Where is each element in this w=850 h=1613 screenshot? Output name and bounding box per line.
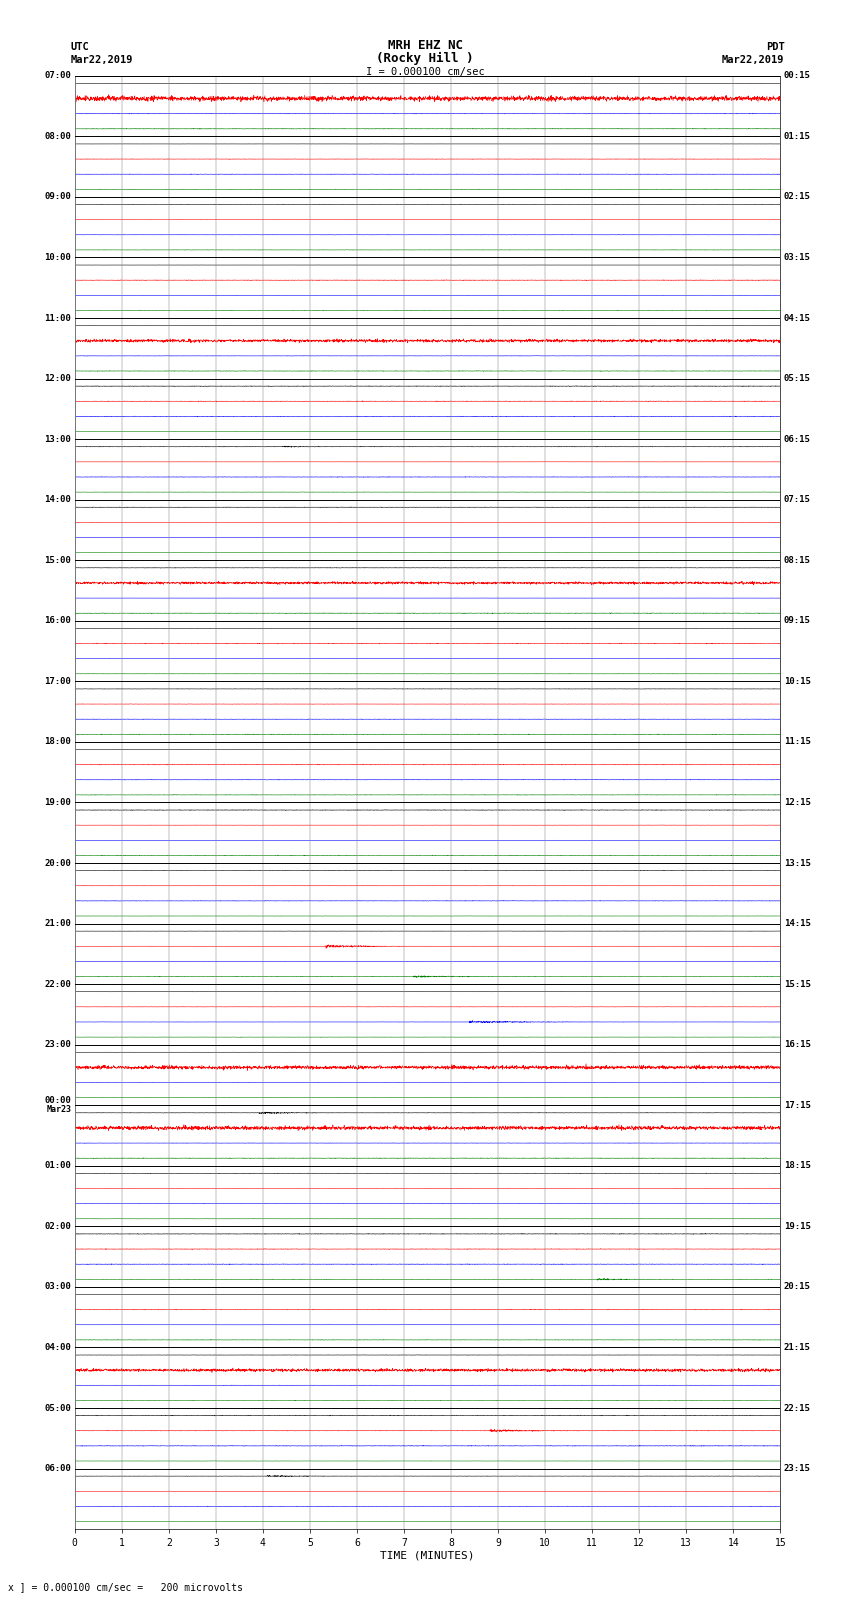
Text: 06:00: 06:00 <box>44 1465 71 1473</box>
Text: 06:15: 06:15 <box>784 434 811 444</box>
Text: 14:00: 14:00 <box>44 495 71 505</box>
Text: 00:15: 00:15 <box>784 71 811 81</box>
Text: PDT: PDT <box>766 42 785 52</box>
Text: (Rocky Hill ): (Rocky Hill ) <box>377 52 473 65</box>
Text: 11:15: 11:15 <box>784 737 811 747</box>
Text: 21:15: 21:15 <box>784 1344 811 1352</box>
Text: 22:00: 22:00 <box>44 979 71 989</box>
Text: 17:00: 17:00 <box>44 677 71 686</box>
Text: 05:00: 05:00 <box>44 1403 71 1413</box>
Text: 16:00: 16:00 <box>44 616 71 626</box>
Text: 19:15: 19:15 <box>784 1223 811 1231</box>
Text: 09:15: 09:15 <box>784 616 811 626</box>
Text: UTC: UTC <box>71 42 89 52</box>
Text: 03:00: 03:00 <box>44 1282 71 1292</box>
Text: 15:00: 15:00 <box>44 556 71 565</box>
Text: MRH EHZ NC: MRH EHZ NC <box>388 39 462 52</box>
Text: 09:00: 09:00 <box>44 192 71 202</box>
Text: 21:00: 21:00 <box>44 919 71 927</box>
Text: 11:00: 11:00 <box>44 313 71 323</box>
Text: 18:15: 18:15 <box>784 1161 811 1171</box>
Text: 12:15: 12:15 <box>784 798 811 806</box>
Text: 15:15: 15:15 <box>784 979 811 989</box>
Text: 14:15: 14:15 <box>784 919 811 927</box>
Text: Mar22,2019: Mar22,2019 <box>71 55 133 65</box>
Text: Mar22,2019: Mar22,2019 <box>722 55 785 65</box>
Text: 01:00: 01:00 <box>44 1161 71 1171</box>
Text: 07:15: 07:15 <box>784 495 811 505</box>
Text: 10:15: 10:15 <box>784 677 811 686</box>
Text: 12:00: 12:00 <box>44 374 71 382</box>
Text: Mar23: Mar23 <box>46 1105 71 1115</box>
Text: 07:00: 07:00 <box>44 71 71 81</box>
Text: I = 0.000100 cm/sec: I = 0.000100 cm/sec <box>366 66 484 77</box>
Text: 22:15: 22:15 <box>784 1403 811 1413</box>
Text: 13:00: 13:00 <box>44 434 71 444</box>
Text: 20:15: 20:15 <box>784 1282 811 1292</box>
Text: 02:15: 02:15 <box>784 192 811 202</box>
Text: 20:00: 20:00 <box>44 858 71 868</box>
Text: 19:00: 19:00 <box>44 798 71 806</box>
Text: 13:15: 13:15 <box>784 858 811 868</box>
Text: 04:00: 04:00 <box>44 1344 71 1352</box>
Text: 16:15: 16:15 <box>784 1040 811 1048</box>
Text: 02:00: 02:00 <box>44 1223 71 1231</box>
Text: 04:15: 04:15 <box>784 313 811 323</box>
Text: 10:00: 10:00 <box>44 253 71 261</box>
Text: 01:15: 01:15 <box>784 132 811 140</box>
Text: 00:00: 00:00 <box>44 1097 71 1105</box>
Text: 05:15: 05:15 <box>784 374 811 382</box>
Text: 03:15: 03:15 <box>784 253 811 261</box>
Text: 23:15: 23:15 <box>784 1465 811 1473</box>
Text: 08:15: 08:15 <box>784 556 811 565</box>
X-axis label: TIME (MINUTES): TIME (MINUTES) <box>380 1552 475 1561</box>
Text: 23:00: 23:00 <box>44 1040 71 1048</box>
Text: x ] = 0.000100 cm/sec =   200 microvolts: x ] = 0.000100 cm/sec = 200 microvolts <box>8 1582 243 1592</box>
Text: 08:00: 08:00 <box>44 132 71 140</box>
Text: 18:00: 18:00 <box>44 737 71 747</box>
Text: 17:15: 17:15 <box>784 1100 811 1110</box>
